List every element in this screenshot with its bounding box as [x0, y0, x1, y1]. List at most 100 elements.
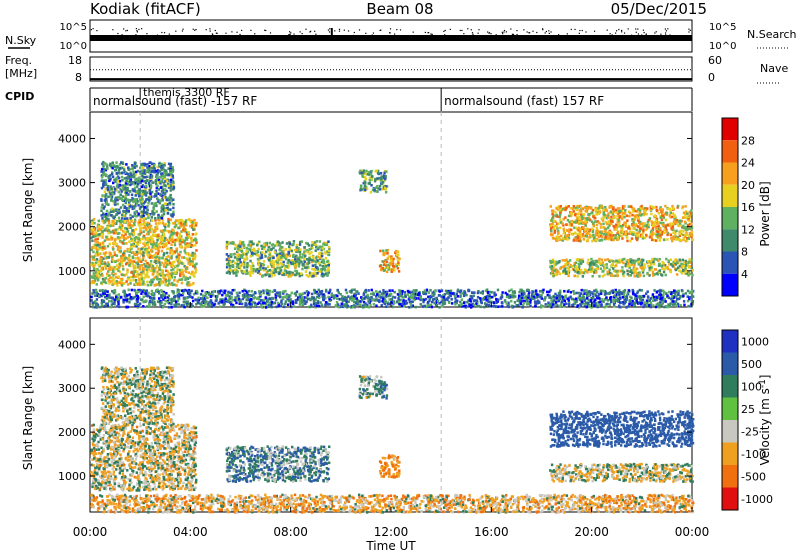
scatter-cell [386, 257, 389, 261]
scatter-cell [639, 273, 642, 277]
scatter-cell [258, 292, 261, 295]
scatter-cell [284, 257, 288, 261]
scatter-cell [318, 256, 322, 260]
scatter-cell [142, 251, 145, 254]
scatter-cell [190, 219, 194, 223]
nsearch-point [501, 31, 503, 33]
scatter-cell [615, 259, 618, 263]
scatter-cell [643, 236, 647, 240]
scatter-cell [625, 236, 629, 239]
scatter-cell [106, 255, 109, 259]
scatter-cell [143, 172, 147, 176]
scatter-cell [133, 240, 137, 244]
scatter-cell [131, 224, 134, 228]
nsearch-point [168, 33, 170, 35]
scatter-cell [247, 243, 250, 247]
scatter-cell [649, 263, 653, 266]
nsearch-point [637, 28, 639, 30]
scatter-cell [384, 190, 388, 194]
scatter-cell [658, 270, 661, 274]
scatter-cell [130, 193, 134, 197]
scatter-cell [91, 235, 95, 239]
scatter-cell [605, 237, 608, 241]
scatter-cell [120, 175, 124, 179]
scatter-cell [184, 221, 187, 224]
scatter-cell [116, 183, 119, 186]
scatter-cell [101, 268, 105, 271]
scatter-cell [264, 242, 268, 245]
scatter-cell [364, 181, 367, 184]
scatter-cell [621, 269, 624, 273]
scatter-cell [119, 281, 122, 285]
nsearch-point [635, 31, 637, 33]
scatter-cell [290, 273, 293, 277]
scatter-cell [587, 230, 590, 234]
scatter-cell [527, 291, 531, 294]
scatter-cell [634, 270, 637, 273]
scatter-cell [581, 271, 585, 275]
scatter-cell [233, 256, 237, 259]
scatter-cell [672, 260, 675, 264]
scatter-cell [577, 218, 581, 222]
scatter-cell [147, 240, 150, 244]
scatter-cell [202, 301, 205, 304]
scatter-cell [102, 180, 105, 184]
scatter-cell [496, 305, 500, 309]
scatter-cell [189, 224, 192, 228]
scatter-cell [648, 266, 651, 270]
scatter-cell [294, 266, 297, 269]
scatter-cell [159, 277, 162, 281]
nsearch-point [516, 33, 518, 36]
scatter-cell [134, 266, 137, 270]
scatter-cell [167, 255, 170, 258]
scatter-cell [171, 264, 174, 267]
scatter-cell [182, 220, 185, 224]
scatter-cell [148, 228, 152, 232]
scatter-cell [240, 270, 244, 273]
scatter-cell [680, 232, 683, 236]
scatter-cell [127, 168, 130, 172]
scatter-cell [576, 232, 580, 236]
scatter-cell [101, 262, 104, 265]
scatter-cell [277, 241, 281, 245]
nsearch-point [618, 28, 620, 31]
scatter-cell [607, 216, 610, 220]
scatter-cell [283, 269, 287, 272]
scatter-cell [126, 229, 130, 233]
scatter-cell [457, 304, 461, 307]
scatter-cell [116, 284, 119, 287]
scatter-cell [111, 175, 115, 179]
scatter-cell [120, 197, 123, 200]
scatter-cell [101, 226, 104, 229]
scatter-cell [291, 259, 294, 262]
scatter-cell [179, 270, 182, 274]
scatter-cell [225, 265, 229, 269]
scatter-cell [595, 223, 599, 227]
scatter-cell [620, 234, 623, 238]
scatter-cell [122, 236, 126, 240]
scatter-cell [638, 271, 641, 274]
scatter-cell [345, 291, 349, 295]
scatter-cell [585, 206, 588, 210]
scatter-cell [199, 292, 203, 296]
scatter-cell [174, 271, 177, 275]
scatter-cell [686, 289, 690, 293]
scatter-cell [152, 165, 156, 168]
scatter-cell [665, 213, 668, 216]
scatter-cell [314, 249, 317, 252]
scatter-cell [655, 230, 658, 233]
scatter-cell [642, 229, 645, 233]
scatter-cell [254, 268, 257, 271]
scatter-cell [619, 301, 622, 305]
scatter-cell [655, 303, 658, 306]
scatter-cell [231, 269, 235, 273]
noise-panel [90, 28, 692, 41]
scatter-cell [616, 220, 619, 224]
scatter-cell [586, 218, 589, 221]
nsearch-point [554, 35, 556, 37]
scatter-cell [578, 264, 581, 268]
scatter-cell [144, 192, 147, 196]
nsearch-point [214, 29, 216, 32]
nsearch-point [296, 35, 298, 37]
scatter-cell [107, 195, 110, 199]
